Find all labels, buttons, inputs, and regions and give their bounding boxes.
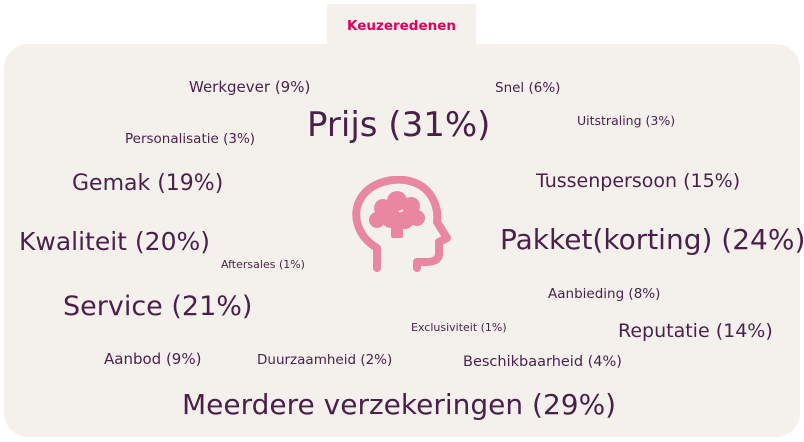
reason-duurzaamheid: Duurzaamheid (2%) [257, 352, 393, 368]
reason-werkgever: Werkgever (9%) [189, 78, 311, 96]
reason-aanbieding: Aanbieding (8%) [548, 286, 661, 302]
reason-meerdere: Meerdere verzekeringen (29%) [182, 388, 617, 421]
reason-personalisatie: Personalisatie (3%) [125, 131, 256, 147]
reason-service: Service (21%) [63, 291, 253, 322]
reason-uitstraling: Uitstraling (3%) [577, 113, 676, 128]
reason-gemak: Gemak (19%) [72, 171, 224, 196]
reason-tussenpersoon: Tussenpersoon (15%) [536, 170, 741, 192]
reason-aanbod: Aanbod (9%) [104, 350, 202, 368]
word-cloud-panel [4, 44, 800, 437]
reason-reputatie: Reputatie (14%) [618, 320, 773, 342]
reason-aftersales: Aftersales (1%) [221, 258, 305, 271]
reason-exclusiviteit: Exclusiviteit (1%) [411, 321, 507, 334]
reason-kwaliteit: Kwaliteit (20%) [19, 227, 211, 256]
reason-snel: Snel (6%) [495, 80, 561, 96]
reason-prijs: Prijs (31%) [307, 105, 491, 145]
head-brain-icon [352, 176, 451, 272]
reason-beschikbaarheid: Beschikbaarheid (4%) [463, 354, 622, 370]
reason-pakket: Pakket(korting) (24%) [500, 223, 804, 256]
tab-keuzeredenen[interactable]: Keuzeredenen [327, 4, 476, 48]
